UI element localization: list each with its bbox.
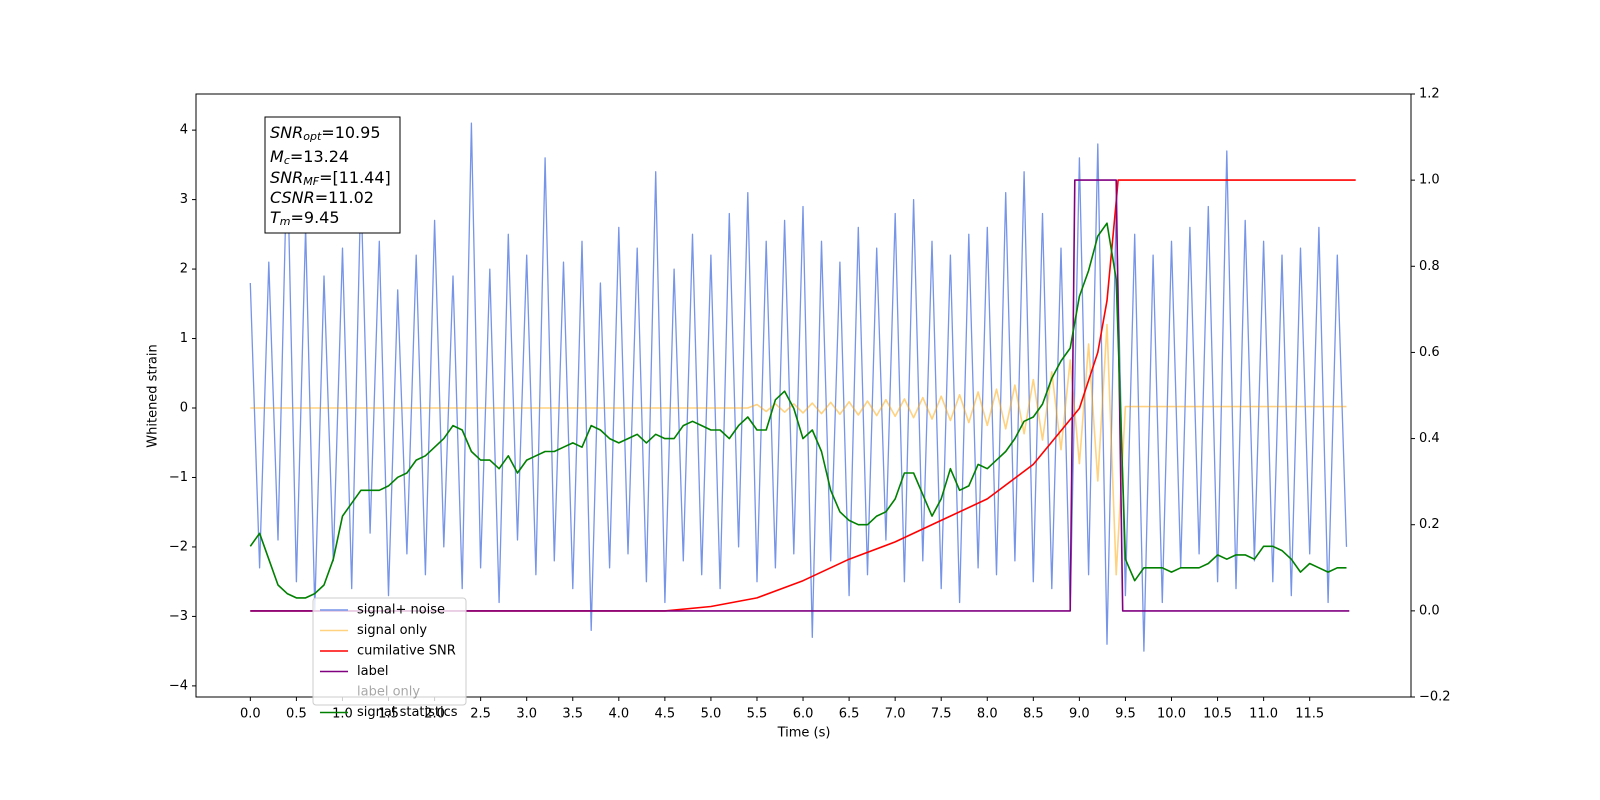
annotation: SNRMF=[11.44] — [270, 168, 391, 189]
series-line — [249, 122, 1348, 652]
x-axis-label: Time (s) — [777, 726, 831, 741]
y-tick-label: −2 — [169, 539, 188, 554]
y-tick-label: 2 — [180, 262, 188, 277]
y-tick-label: −1 — [169, 470, 188, 485]
y2-tick-label: 1.2 — [1419, 87, 1440, 102]
annotation: CSNR=11.02 — [270, 188, 374, 207]
x-tick-label: 1.0 — [332, 707, 353, 722]
x-tick-label: 6.0 — [793, 707, 814, 722]
x-tick-label: 5.5 — [747, 707, 768, 722]
y2-tick-label: 0.6 — [1419, 345, 1440, 360]
y-tick-label: 1 — [180, 331, 188, 346]
annotation-value: =[11.44] — [319, 168, 391, 187]
y-tick-label: −4 — [169, 678, 188, 693]
legend-label: signal+ noise — [357, 603, 445, 618]
y-tick-label: −3 — [169, 609, 188, 624]
legend-box — [312, 597, 467, 706]
x-tick-label: 0.0 — [240, 707, 261, 722]
annotation: Mc=13.24 — [270, 147, 349, 168]
y2-tick-label: 0.0 — [1419, 603, 1440, 618]
x-tick-label: 9.0 — [1069, 707, 1090, 722]
x-tick-label: 8.5 — [1023, 707, 1044, 722]
annotation-symbol: SNR — [270, 123, 303, 142]
y-tick-label: 3 — [180, 192, 188, 207]
series-line — [249, 222, 1347, 599]
annotation-symbol: T — [270, 208, 281, 227]
annotation-symbol: CSNR — [270, 188, 315, 207]
annotation-value: =13.24 — [290, 147, 349, 166]
annotation-subscript: MF — [303, 175, 319, 188]
series-line — [250, 323, 1347, 576]
x-tick-label: 6.5 — [839, 707, 860, 722]
x-tick-label: 11.5 — [1295, 707, 1324, 722]
series-line — [250, 179, 1350, 612]
y-tick-label: 0 — [180, 401, 188, 416]
x-tick-label: 8.0 — [977, 707, 998, 722]
x-tick-label: 3.5 — [562, 707, 583, 722]
annotation-symbol: SNR — [270, 168, 303, 187]
legend-label: label only — [357, 685, 420, 700]
x-tick-label: 10.5 — [1203, 707, 1232, 722]
x-tick-label: 4.0 — [608, 707, 629, 722]
annotation-value: =9.45 — [291, 208, 340, 227]
annotation-symbol: M — [270, 147, 284, 166]
annotation-subscript: m — [280, 215, 291, 228]
y2-tick-label: 0.4 — [1419, 431, 1440, 446]
legend-label: signal statistics — [357, 705, 458, 720]
annotation-value: =11.02 — [315, 188, 374, 207]
annotation-subscript: c — [284, 154, 290, 167]
annotation-value: =10.95 — [321, 123, 380, 142]
x-tick-label: 11.0 — [1249, 707, 1278, 722]
x-tick-label: 0.5 — [286, 707, 307, 722]
y2-tick-label: 0.2 — [1419, 517, 1440, 532]
x-tick-label: 2.5 — [470, 707, 491, 722]
x-tick-label: 1.5 — [378, 707, 399, 722]
x-tick-label: 9.5 — [1115, 707, 1136, 722]
annotation-box — [264, 116, 401, 234]
x-tick-label: 5.0 — [701, 707, 722, 722]
y-tick-label: 4 — [180, 123, 188, 138]
x-tick-label: 4.5 — [655, 707, 676, 722]
legend-label: cumilative SNR — [357, 644, 456, 659]
legend-label: signal only — [357, 623, 427, 638]
y2-tick-label: 1.0 — [1419, 173, 1440, 188]
x-tick-label: 10.0 — [1157, 707, 1186, 722]
y-axis-label: Whitened strain — [146, 344, 161, 447]
annotation: SNRopt=10.95 — [270, 123, 381, 144]
y2-tick-label: 0.8 — [1419, 259, 1440, 274]
x-tick-label: 7.0 — [885, 707, 906, 722]
annotation-subscript: opt — [303, 130, 322, 143]
y2-tick-label: −0.2 — [1419, 690, 1451, 705]
annotation: Tm=9.45 — [270, 208, 340, 229]
x-tick-label: 2.0 — [424, 707, 445, 722]
x-tick-label: 7.5 — [931, 707, 952, 722]
legend-label: label — [357, 664, 388, 679]
x-tick-label: 3.0 — [516, 707, 537, 722]
